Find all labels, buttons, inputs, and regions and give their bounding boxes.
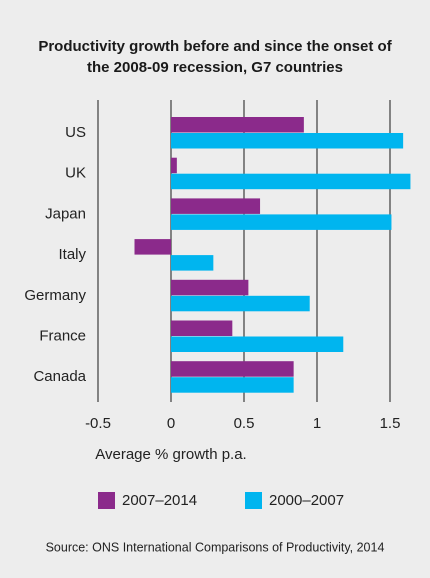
bar xyxy=(171,133,404,149)
bar xyxy=(134,239,171,255)
bar xyxy=(171,320,233,336)
x-axis-label: Average % growth p.a. xyxy=(95,446,246,463)
source: Source: ONS International Comparisons of… xyxy=(46,540,385,554)
legend-swatch xyxy=(245,492,262,509)
y-tick-label: France xyxy=(39,327,86,344)
x-tick-label: 0.5 xyxy=(234,415,255,432)
legend-swatch xyxy=(98,492,115,509)
bar xyxy=(171,173,411,190)
bar xyxy=(171,377,294,393)
chart-title: Productivity growth before and since the… xyxy=(38,38,392,76)
y-tick-label: US xyxy=(65,124,86,141)
x-tick-label: 1 xyxy=(313,415,321,432)
bar xyxy=(171,255,214,271)
x-tick-label: -0.5 xyxy=(85,415,111,432)
x-tick-label: 0 xyxy=(167,415,175,432)
y-tick-label: Canada xyxy=(33,368,86,385)
bar xyxy=(171,361,294,377)
bar xyxy=(171,279,249,296)
bar xyxy=(171,336,344,352)
legend-label: 2000–2007 xyxy=(269,492,344,509)
bar xyxy=(171,295,310,312)
x-tick-label: 1.5 xyxy=(380,415,401,432)
bar xyxy=(171,198,261,214)
legend-label: 2007–2014 xyxy=(122,492,197,509)
y-tick-label: Germany xyxy=(24,287,86,304)
bar xyxy=(171,214,392,230)
bar xyxy=(171,157,177,174)
y-tick-label: Japan xyxy=(45,205,86,222)
bar xyxy=(171,117,304,133)
y-tick-label: UK xyxy=(65,165,86,182)
y-tick-label: Italy xyxy=(58,246,86,263)
